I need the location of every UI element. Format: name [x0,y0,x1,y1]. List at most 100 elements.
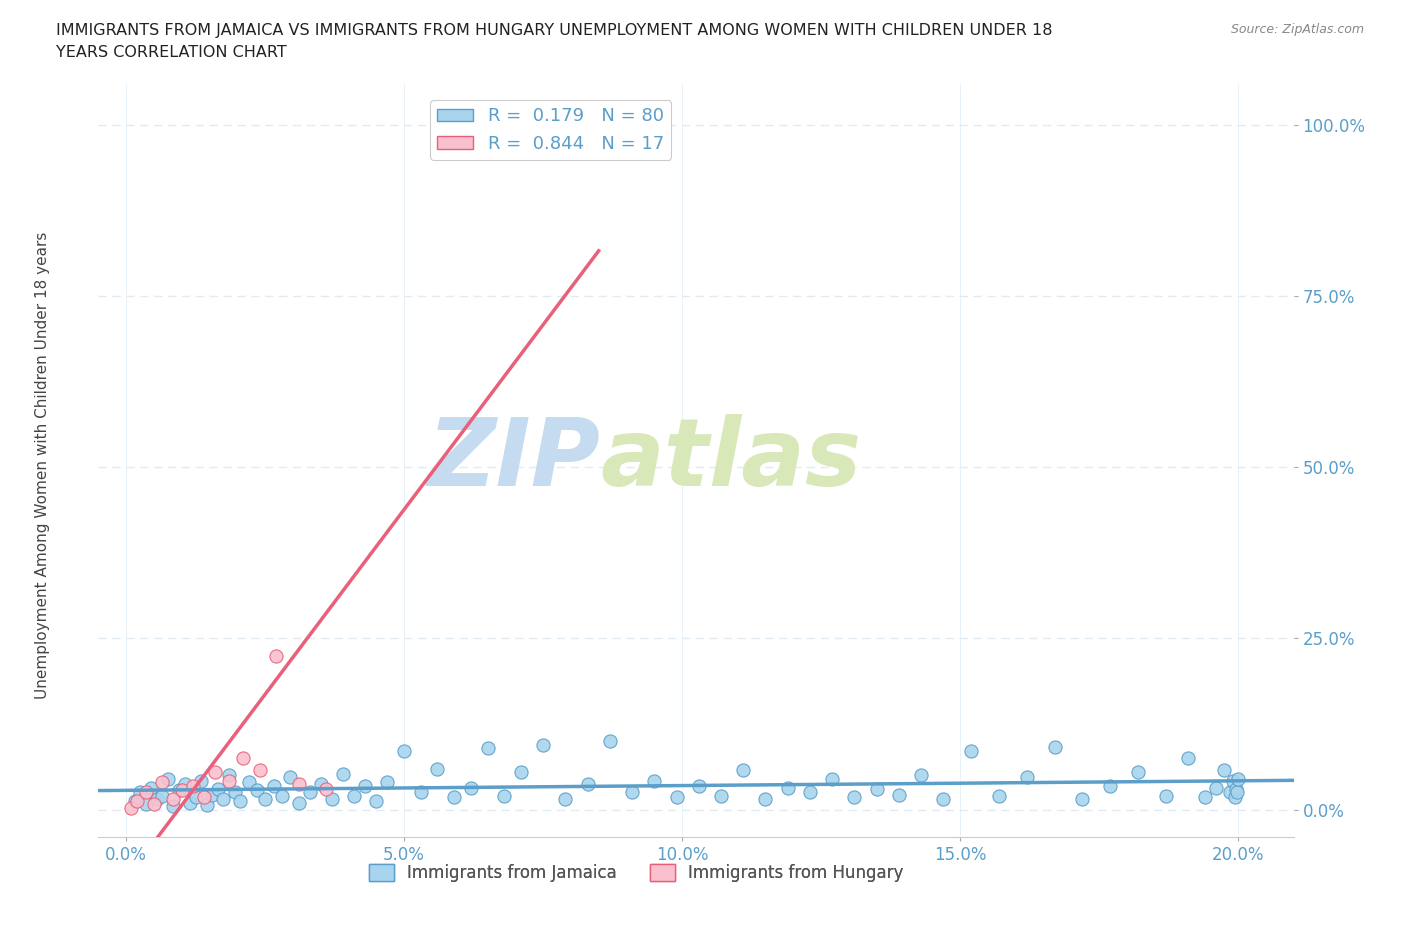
Point [315,781,337,796]
Point [1043,739,1066,754]
Point [688,778,710,793]
Point [987,789,1010,804]
Point [776,780,799,795]
Point [120,800,142,815]
Point [181,778,204,793]
Text: YEARS CORRELATION CHART: YEARS CORRELATION CHART [56,45,287,60]
Point [179,795,201,810]
Point [193,790,215,804]
Point [576,777,599,791]
Point [1222,774,1244,789]
Point [733,763,755,777]
Point [212,792,235,807]
Point [229,794,252,809]
Point [1225,781,1247,796]
Point [409,785,432,800]
Text: atlas: atlas [600,415,862,506]
Point [932,792,955,807]
Point [162,792,184,807]
Point [1226,771,1249,786]
Point [960,744,983,759]
Text: Source: ZipAtlas.com: Source: ZipAtlas.com [1230,23,1364,36]
Point [135,785,157,800]
Point [460,780,482,795]
Text: ZIP: ZIP [427,415,600,506]
Point [621,785,644,800]
Point [494,789,516,804]
Point [332,766,354,781]
Point [204,764,226,779]
Point [309,777,332,791]
Point [266,648,288,663]
Point [127,794,149,809]
Point [477,740,499,755]
Point [287,777,309,791]
Point [571,117,593,132]
Point [278,769,301,784]
Point [224,785,246,800]
Point [1223,790,1246,804]
Point [1099,778,1122,793]
Point [1015,769,1038,784]
Point [643,774,665,789]
Point [201,787,224,802]
Point [218,774,240,789]
Point [207,781,229,796]
Point [1213,763,1236,777]
Point [366,794,388,809]
Point [156,771,179,786]
Point [270,789,292,804]
Point [246,783,269,798]
Point [754,792,776,807]
Point [124,794,146,809]
Point [1126,764,1149,779]
Point [1177,751,1199,765]
Point [343,789,366,804]
Point [1071,792,1094,807]
Point [354,778,377,793]
Point [321,792,343,807]
Point [599,734,621,749]
Point [146,792,169,807]
Point [1205,780,1227,795]
Point [263,778,285,793]
Point [710,789,733,804]
Point [167,783,190,798]
Point [184,790,207,804]
Point [249,763,271,777]
Point [287,795,309,810]
Point [910,768,932,783]
Point [195,797,218,812]
Point [392,744,415,759]
Point [218,768,240,783]
Point [426,761,449,776]
Point [170,783,193,798]
Point [254,792,277,807]
Point [531,737,554,752]
Text: Unemployment Among Women with Children Under 18 years: Unemployment Among Women with Children U… [35,232,49,698]
Point [141,780,163,795]
Point [173,777,195,791]
Point [150,789,173,804]
Point [1154,789,1177,804]
Point [509,764,531,779]
Point [1219,785,1241,800]
Point [129,785,152,800]
Point [150,775,173,790]
Point [135,797,157,812]
Point [665,790,688,804]
Point [232,751,254,765]
Text: IMMIGRANTS FROM JAMAICA VS IMMIGRANTS FROM HUNGARY UNEMPLOYMENT AMONG WOMEN WITH: IMMIGRANTS FROM JAMAICA VS IMMIGRANTS FR… [56,23,1053,38]
Point [143,797,166,812]
Legend: Immigrants from Jamaica, Immigrants from Hungary: Immigrants from Jamaica, Immigrants from… [361,857,911,889]
Point [1194,790,1216,804]
Point [554,792,576,807]
Point [238,775,260,790]
Point [799,785,821,800]
Point [443,790,465,804]
Point [821,771,844,786]
Point [377,775,399,790]
Point [1226,785,1249,800]
Point [887,787,910,802]
Point [162,799,184,814]
